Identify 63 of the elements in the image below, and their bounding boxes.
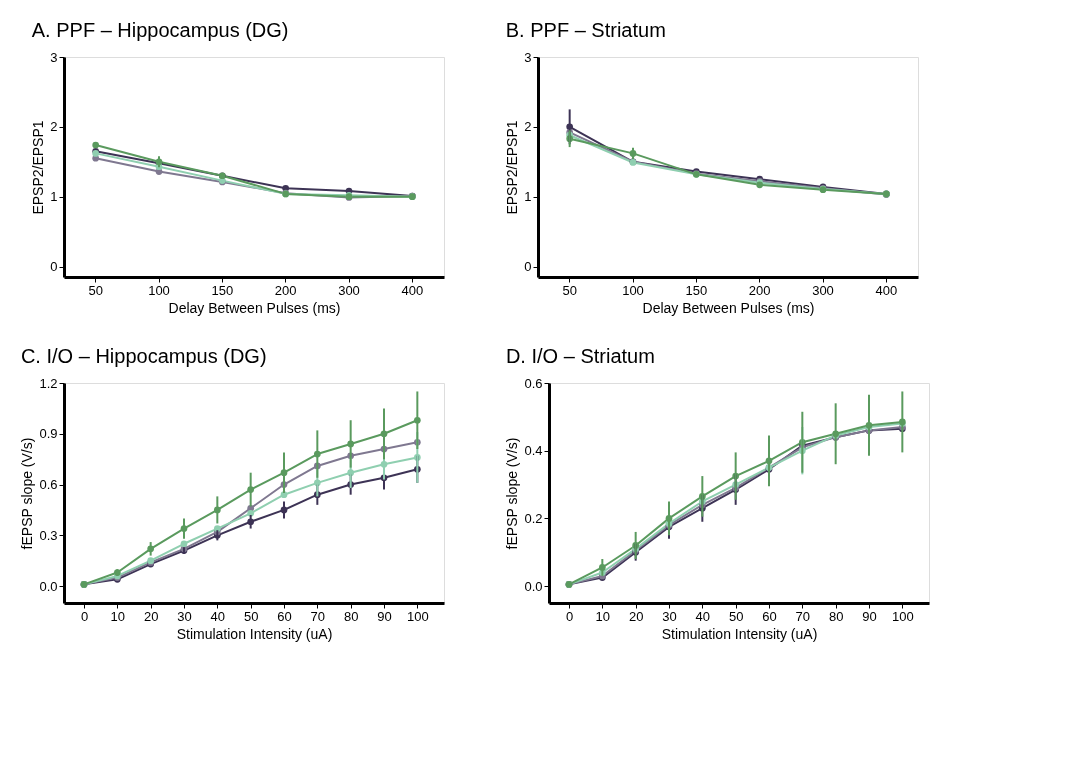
x-tick-label: 50: [562, 282, 577, 298]
y-tick-label: 3: [524, 49, 532, 65]
y-axis-title: fEPSP slope (V/s): [504, 437, 521, 550]
x-tick-label: 100: [622, 282, 644, 298]
x-tick-label: 40: [695, 608, 711, 624]
x-tick-label: 150: [685, 282, 708, 298]
x-tick-label: 10: [110, 608, 126, 624]
x-tick-label: 100: [891, 608, 914, 624]
x-tick-label: 400: [401, 282, 424, 298]
y-tick-label: 0: [50, 259, 58, 275]
x-tick-label: 0: [80, 608, 89, 624]
x-tick-label: 70: [310, 608, 326, 624]
x-tick-label: 60: [277, 608, 292, 624]
chart-title: C. I/O – Hippocampus (DG): [20, 345, 267, 367]
y-tick-label: 0.6: [524, 375, 543, 391]
y-axis-title: EPSP2/EPSP1: [504, 120, 521, 215]
x-tick-label: 200: [748, 282, 771, 298]
x-tick-label: 200: [274, 282, 297, 298]
x-tick-label: 400: [875, 282, 898, 298]
x-tick-label: 50: [728, 608, 744, 624]
x-tick-label: 0: [565, 608, 574, 624]
x-tick-label: 30: [662, 608, 677, 624]
y-tick-label: 0.0: [524, 578, 543, 594]
y-tick-label: 0.6: [39, 477, 58, 493]
y-tick-label: 0.3: [39, 527, 58, 543]
x-axis-title: Stimulation Intensity (uA): [661, 625, 818, 642]
y-tick-label: 0: [524, 259, 532, 275]
x-axis-title: Delay Between Pulses (ms): [642, 299, 815, 316]
y-tick-label: 1: [50, 189, 58, 205]
x-tick-label: 150: [211, 282, 234, 298]
y-tick-label: 0.4: [524, 443, 543, 459]
y-tick-label: 2: [524, 119, 532, 135]
x-axis-title: Delay Between Pulses (ms): [168, 299, 341, 316]
y-tick-label: 2: [50, 119, 58, 135]
x-tick-label: 90: [862, 608, 877, 624]
y-tick-label: 1: [524, 189, 532, 205]
x-tick-label: 20: [628, 608, 644, 624]
x-tick-label: 90: [377, 608, 392, 624]
x-tick-label: 80: [828, 608, 844, 624]
y-axis-title: EPSP2/EPSP1: [30, 120, 47, 215]
x-tick-label: 60: [762, 608, 777, 624]
x-tick-label: 80: [343, 608, 359, 624]
x-tick-label: 50: [88, 282, 103, 298]
x-axis-title: Stimulation Intensity (uA): [176, 625, 333, 642]
x-tick-label: 20: [143, 608, 159, 624]
y-tick-label: 3: [50, 49, 58, 65]
y-axis-title: fEPSP slope (V/s): [19, 437, 36, 550]
y-tick-label: 1.2: [39, 375, 58, 391]
x-tick-label: 40: [210, 608, 226, 624]
x-tick-label: 300: [338, 282, 360, 298]
x-tick-label: 100: [148, 282, 170, 298]
chart-title: B. PPF – Striatum: [505, 19, 666, 41]
chart-title: D. I/O – Striatum: [505, 345, 655, 367]
x-tick-label: 70: [795, 608, 811, 624]
y-tick-label: 0.9: [39, 426, 58, 442]
x-tick-label: 300: [812, 282, 834, 298]
chart-title: A. PPF – Hippocampus (DG): [31, 19, 289, 41]
y-tick-label: 0.2: [524, 510, 543, 526]
x-tick-label: 100: [406, 608, 429, 624]
y-tick-label: 0.0: [39, 578, 58, 594]
x-tick-label: 30: [177, 608, 192, 624]
x-tick-label: 50: [243, 608, 259, 624]
x-tick-label: 10: [595, 608, 611, 624]
